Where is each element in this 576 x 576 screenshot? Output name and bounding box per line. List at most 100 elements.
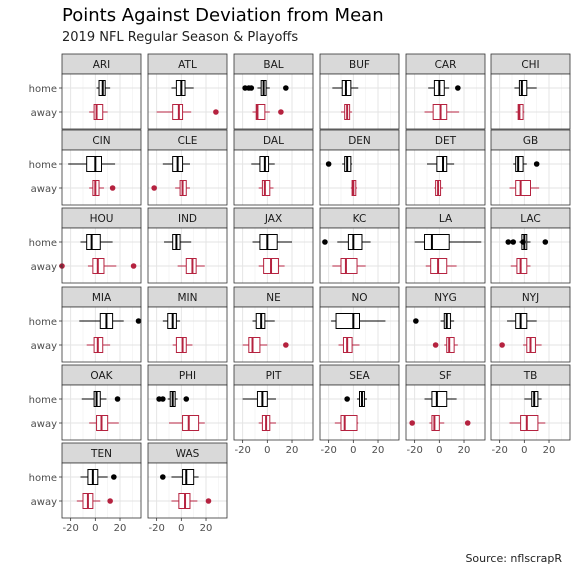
panel-cin: CIN home away xyxy=(29,129,142,206)
panel-background xyxy=(148,150,227,205)
home-box xyxy=(515,156,524,172)
away-outlier xyxy=(283,342,289,348)
panel-background xyxy=(320,150,399,205)
y-tick-label-home: home xyxy=(29,238,57,249)
panel-border xyxy=(147,306,228,363)
panel-border xyxy=(233,306,314,363)
x-tick-label: -20 xyxy=(234,445,250,456)
panel-min: MIN xyxy=(147,286,228,363)
x-tick-label: 20 xyxy=(114,523,127,534)
panel-jax: JAX xyxy=(233,207,314,284)
away-box xyxy=(248,337,261,353)
panel-border xyxy=(147,384,228,441)
panel-bal: BAL xyxy=(233,53,314,130)
panel-border xyxy=(233,149,314,206)
x-tick-label: 20 xyxy=(286,445,299,456)
panel-background xyxy=(320,74,399,129)
panel-strip-label: NE xyxy=(266,292,281,304)
panel-border xyxy=(319,384,400,441)
panel-strip-label: TB xyxy=(523,370,538,382)
chart-title: Points Against Deviation from Mean xyxy=(62,5,384,26)
panel-border xyxy=(147,73,228,130)
home-box xyxy=(259,234,278,250)
panel-border xyxy=(319,227,400,284)
panel-ari: ARI home away xyxy=(29,53,142,130)
away-outlier xyxy=(205,498,212,504)
home-box xyxy=(436,156,448,172)
home-outlier xyxy=(344,396,350,402)
panel-background xyxy=(234,150,313,205)
panel-border xyxy=(233,384,314,441)
away-box xyxy=(172,104,184,120)
panel-strip-label: PHI xyxy=(179,370,196,382)
panel-sf: SF -20 0 20 xyxy=(405,364,486,456)
panel-phi: PHI xyxy=(147,364,228,441)
home-outlier xyxy=(413,318,419,324)
panel-dal: DAL xyxy=(233,129,314,206)
home-outlier xyxy=(114,396,121,402)
home-outlier xyxy=(111,474,117,480)
away-box xyxy=(185,258,197,274)
panel-strip-label: KC xyxy=(353,213,367,225)
away-box xyxy=(516,258,528,274)
panel-ten: TEN home away -20 0 20 xyxy=(29,442,142,534)
panel-strip-label: DET xyxy=(435,135,457,147)
panel-border xyxy=(319,73,400,130)
panel-border xyxy=(147,462,228,519)
away-box xyxy=(446,337,455,353)
chart-caption: Source: nflscrapR xyxy=(465,552,562,565)
panel-strip-label: SEA xyxy=(349,370,370,382)
panel-strip-label: LAC xyxy=(520,213,540,225)
y-tick-label-home: home xyxy=(29,160,57,171)
panel-gb: GB xyxy=(490,129,571,206)
panel-background xyxy=(234,385,313,440)
y-tick-label-home: home xyxy=(29,317,57,328)
panel-border xyxy=(61,306,142,363)
panel-kc: KC xyxy=(319,207,400,284)
panel-border xyxy=(319,149,400,206)
x-tick-label: 0 xyxy=(350,445,356,456)
panel-ind: IND xyxy=(147,207,228,284)
panel-background xyxy=(491,228,570,283)
panel-strip-label: BAL xyxy=(263,59,283,71)
panel-background xyxy=(234,74,313,129)
panel-tb: TB -20 0 20 xyxy=(490,364,571,456)
x-tick-label: 0 xyxy=(264,445,270,456)
y-tick-label-away: away xyxy=(31,108,57,119)
home-outlier xyxy=(248,85,255,91)
panel-strip-label: CIN xyxy=(92,135,110,147)
away-outlier xyxy=(499,342,505,348)
away-box xyxy=(340,415,358,431)
panel-nyj: NYJ xyxy=(490,286,571,363)
panel-strip-label: DAL xyxy=(263,135,284,147)
away-outlier xyxy=(213,109,219,115)
panel-strip-label: NYJ xyxy=(522,292,539,304)
panel-border xyxy=(319,306,400,363)
panel-background xyxy=(491,307,570,362)
panel-strip-label: CHI xyxy=(521,59,539,71)
panel-chi: CHI xyxy=(490,53,571,130)
panel-strip-label: CLE xyxy=(178,135,198,147)
panel-background xyxy=(62,463,141,518)
panel-border xyxy=(405,149,486,206)
home-box xyxy=(431,391,448,407)
home-outlier xyxy=(542,239,549,245)
x-tick-label: -20 xyxy=(491,445,507,456)
away-outlier xyxy=(278,109,284,115)
panel-border xyxy=(233,227,314,284)
panel-strip-label: HOU xyxy=(90,213,114,225)
away-box xyxy=(93,104,104,120)
panel-strip-label: BUF xyxy=(349,59,370,71)
y-tick-label-home: home xyxy=(29,473,57,484)
home-outlier xyxy=(322,239,328,245)
panel-strip-label: CAR xyxy=(435,59,457,71)
panel-background xyxy=(491,74,570,129)
panel-det: DET xyxy=(405,129,486,206)
away-box xyxy=(340,258,358,274)
away-box xyxy=(175,337,187,353)
panel-background xyxy=(491,150,570,205)
panel-strip-label: GB xyxy=(523,135,538,147)
panel-sea: SEA -20 0 20 xyxy=(319,364,400,456)
panel-border xyxy=(490,73,571,130)
